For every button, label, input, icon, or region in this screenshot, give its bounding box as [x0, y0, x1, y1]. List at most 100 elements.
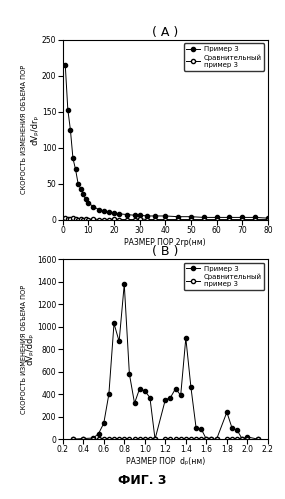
Пример 3: [174, 386, 177, 392]
Legend: Пример 3, Сравнительный
пример 3: Пример 3, Сравнительный пример 3: [184, 263, 264, 290]
Пример 3: [179, 392, 182, 398]
Сравнительный
пример 3: [125, 217, 129, 223]
Пример 3: [64, 62, 67, 68]
Пример 3: [71, 436, 75, 442]
Пример 3: [256, 436, 259, 442]
Пример 3: [266, 215, 270, 221]
Пример 3: [241, 436, 244, 442]
Сравнительный
пример 3: [189, 436, 193, 442]
Пример 3: [97, 207, 100, 213]
Сравнительный
пример 3: [153, 217, 157, 223]
Пример 3: [97, 431, 100, 437]
X-axis label: РАЗМЕР ПОР  dₚ(нм): РАЗМЕР ПОР dₚ(нм): [126, 457, 205, 466]
Сравнительный
пример 3: [169, 436, 172, 442]
Сравнительный
пример 3: [184, 436, 188, 442]
Сравнительный
пример 3: [102, 436, 105, 442]
Сравнительный
пример 3: [117, 217, 121, 223]
Сравнительный
пример 3: [97, 217, 100, 223]
Пример 3: [169, 395, 172, 401]
Пример 3: [143, 388, 146, 394]
Сравнительный
пример 3: [66, 216, 70, 222]
Сравнительный
пример 3: [153, 436, 157, 442]
Сравнительный
пример 3: [133, 436, 136, 442]
Line: Пример 3: Пример 3: [63, 63, 270, 220]
Пример 3: [133, 400, 136, 406]
Сравнительный
пример 3: [205, 436, 208, 442]
Пример 3: [82, 192, 85, 198]
Сравнительный
пример 3: [84, 216, 87, 222]
Пример 3: [164, 397, 167, 403]
Сравнительный
пример 3: [82, 217, 85, 223]
Пример 3: [112, 320, 116, 326]
Пример 3: [210, 436, 213, 442]
Сравнительный
пример 3: [76, 217, 80, 223]
Пример 3: [253, 215, 257, 221]
Сравнительный
пример 3: [87, 217, 90, 223]
Пример 3: [228, 215, 231, 221]
Сравнительный
пример 3: [133, 217, 136, 223]
Пример 3: [117, 338, 121, 344]
Пример 3: [92, 435, 95, 441]
Пример 3: [71, 156, 75, 162]
Пример 3: [107, 210, 111, 216]
Сравнительный
пример 3: [189, 217, 193, 223]
Пример 3: [107, 391, 111, 397]
Пример 3: [230, 425, 234, 431]
Пример 3: [84, 197, 87, 203]
Title: ( A ): ( A ): [152, 26, 178, 39]
Сравнительный
пример 3: [146, 217, 149, 223]
Сравнительный
пример 3: [107, 436, 111, 442]
Сравнительный
пример 3: [117, 436, 121, 442]
Пример 3: [102, 420, 105, 426]
Сравнительный
пример 3: [194, 436, 198, 442]
Пример 3: [112, 210, 116, 216]
Пример 3: [184, 335, 188, 341]
Сравнительный
пример 3: [64, 215, 67, 221]
Сравнительный
пример 3: [225, 436, 229, 442]
Пример 3: [235, 427, 239, 433]
Сравнительный
пример 3: [107, 217, 111, 223]
Пример 3: [138, 386, 141, 392]
Пример 3: [125, 212, 129, 218]
Пример 3: [76, 181, 80, 187]
Сравнительный
пример 3: [215, 436, 218, 442]
Сравнительный
пример 3: [164, 217, 167, 223]
Пример 3: [202, 215, 205, 221]
Сравнительный
пример 3: [253, 217, 257, 223]
Сравнительный
пример 3: [97, 436, 100, 442]
Сравнительный
пример 3: [246, 436, 249, 442]
Пример 3: [123, 281, 126, 287]
Line: Сравнительный
пример 3: Сравнительный пример 3: [63, 216, 270, 222]
Сравнительный
пример 3: [228, 217, 231, 223]
Сравнительный
пример 3: [71, 436, 75, 442]
Сравнительный
пример 3: [92, 216, 95, 222]
Пример 3: [102, 208, 105, 214]
Сравнительный
пример 3: [138, 436, 141, 442]
Line: Пример 3: Пример 3: [71, 282, 260, 441]
Сравнительный
пример 3: [123, 436, 126, 442]
Сравнительный
пример 3: [92, 436, 95, 442]
Text: ФИГ. 3: ФИГ. 3: [118, 474, 167, 487]
Сравнительный
пример 3: [210, 436, 213, 442]
Сравнительный
пример 3: [266, 217, 270, 223]
Сравнительный
пример 3: [148, 436, 152, 442]
Y-axis label: dVₚ/drₚ: dVₚ/drₚ: [30, 115, 39, 145]
Пример 3: [138, 212, 141, 218]
Сравнительный
пример 3: [200, 436, 203, 442]
Сравнительный
пример 3: [102, 217, 105, 223]
Пример 3: [215, 215, 218, 221]
Сравнительный
пример 3: [71, 215, 75, 221]
Title: ( B ): ( B ): [152, 246, 178, 258]
Пример 3: [200, 426, 203, 432]
Пример 3: [246, 434, 249, 440]
Пример 3: [66, 107, 70, 113]
Пример 3: [82, 436, 85, 442]
Сравнительный
пример 3: [128, 436, 131, 442]
Пример 3: [92, 204, 95, 210]
Сравнительный
пример 3: [241, 217, 244, 223]
Пример 3: [74, 166, 77, 172]
Сравнительный
пример 3: [143, 436, 146, 442]
Y-axis label: dVₚ/ddₚ: dVₚ/ddₚ: [25, 333, 34, 365]
Пример 3: [87, 200, 90, 206]
Сравнительный
пример 3: [112, 436, 116, 442]
